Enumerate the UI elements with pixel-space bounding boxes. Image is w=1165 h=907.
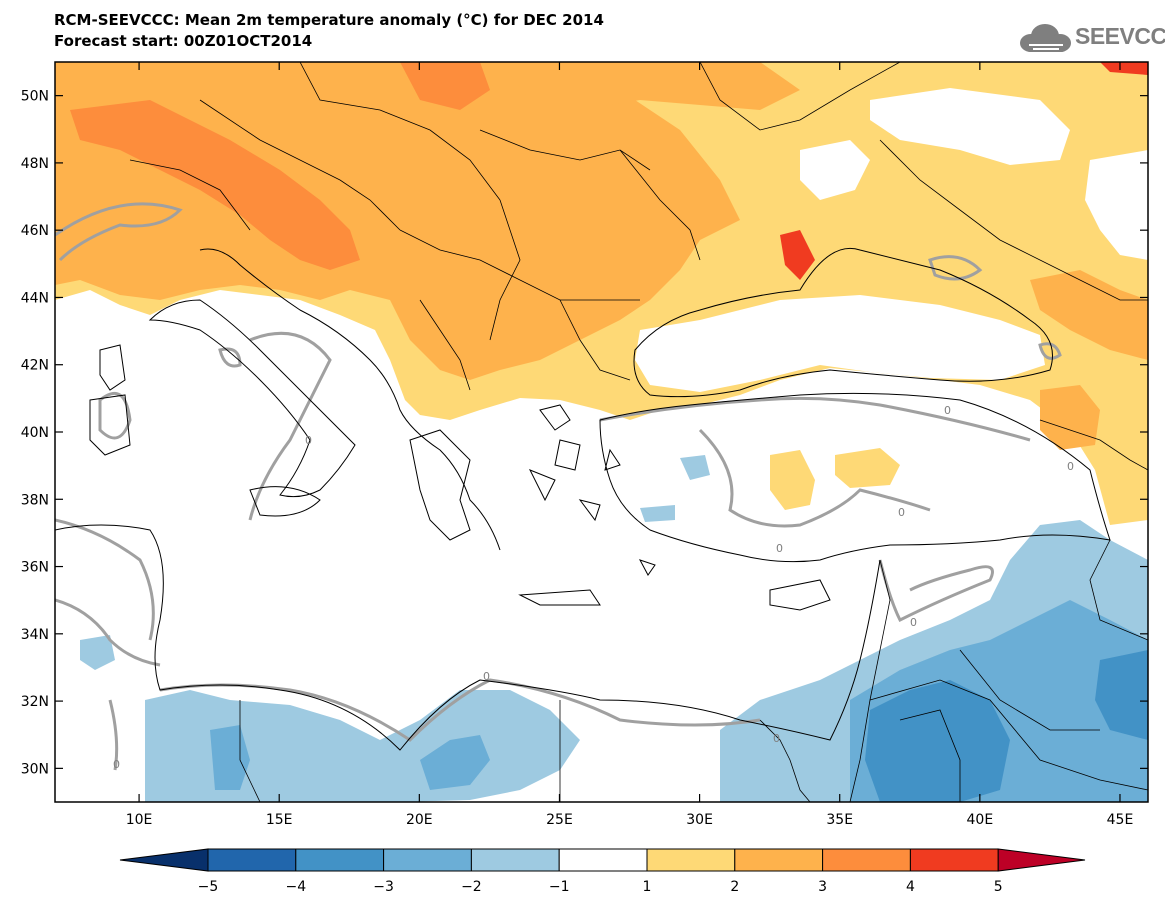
cold-region-libya-3	[420, 735, 490, 790]
neutral-russia	[1085, 150, 1148, 260]
colorbar-box	[734, 848, 824, 872]
cold-patch-aegean	[640, 505, 675, 522]
colorbar-box	[558, 848, 648, 872]
colorbar: −5 −4 −3 −2 −1 1 2 3 4 5	[119, 848, 1086, 895]
title-line-1: RCM-SEEVCCC: Mean 2m temperature anomaly…	[54, 11, 604, 29]
colorbar-label: −3	[373, 879, 394, 895]
map-title: RCM-SEEVCCC: Mean 2m temperature anomaly…	[54, 10, 604, 52]
contour-label: 0	[776, 542, 783, 555]
colorbar-label: −2	[461, 879, 482, 895]
warm-patch-turkey-1	[770, 450, 815, 510]
lon-tick-label: 10E	[126, 812, 153, 828]
lat-tick-label: 50N	[21, 89, 49, 105]
lat-tick-label: 38N	[21, 492, 49, 508]
contour-label: 0	[944, 404, 951, 417]
neutral-black-sea	[635, 295, 1045, 392]
colorbar-high-arrow	[997, 848, 1086, 872]
colorbar-box	[909, 848, 999, 872]
warm-region-russia	[1030, 270, 1148, 360]
cold-region-core	[865, 680, 1010, 802]
longitude-axis: 10E 15E 20E 25E 30E 35E 40E 45E	[126, 62, 1134, 828]
colorbar-label: −5	[198, 879, 219, 895]
contour-label: 0	[305, 434, 312, 447]
lat-tick-label: 36N	[21, 560, 49, 576]
neutral-ukraine-2	[800, 140, 870, 200]
lon-tick-label: 40E	[967, 812, 994, 828]
contour-label: 0	[773, 732, 780, 745]
cold-patch-turkey	[680, 455, 710, 480]
logo-text: SEEVCCC	[1075, 23, 1165, 49]
seevccc-logo: SEEVCCC	[1017, 22, 1165, 56]
contour-label: 0	[910, 616, 917, 629]
colorbar-label: 3	[818, 879, 827, 895]
contour-label: 0	[113, 758, 120, 771]
coastlines	[55, 247, 1111, 751]
colorbar-box	[207, 848, 297, 872]
lat-tick-label: 34N	[21, 627, 49, 643]
colorbar-low-arrow	[119, 848, 209, 872]
lat-tick-label: 40N	[21, 425, 49, 441]
lat-tick-label: 32N	[21, 694, 49, 710]
lat-tick-label: 42N	[21, 358, 49, 374]
contour-label: 0	[1067, 460, 1074, 473]
lon-tick-label: 20E	[406, 812, 433, 828]
colorbar-box	[822, 848, 911, 872]
zero-contours	[55, 202, 1062, 771]
colorbar-label: 1	[643, 879, 652, 895]
colorbar-box	[383, 848, 472, 872]
warm-region-north	[500, 62, 800, 110]
lon-tick-label: 30E	[686, 812, 713, 828]
title-line-2: Forecast start: 00Z01OCT2014	[54, 32, 313, 50]
anomaly-field	[55, 62, 1148, 802]
contour-labels: 0 0 0 0 0 0 0 0 0	[113, 404, 1074, 771]
lat-tick-label: 48N	[21, 156, 49, 172]
colorbar-box	[470, 848, 560, 872]
lon-tick-label: 35E	[826, 812, 853, 828]
lat-tick-label: 30N	[21, 761, 49, 777]
hot-region-alps	[70, 100, 360, 270]
colorbar-box	[646, 848, 736, 872]
colorbar-label: 2	[730, 879, 739, 895]
neutral-ukraine	[870, 88, 1070, 165]
lat-tick-label: 44N	[21, 290, 49, 306]
hot-region-crimea	[780, 230, 815, 280]
contour-label: 0	[483, 670, 490, 683]
hot-region-ne	[1100, 62, 1148, 75]
contour-label: 0	[898, 506, 905, 519]
colorbar-label: 5	[994, 879, 1003, 895]
colorbar-label: −1	[549, 879, 570, 895]
hot-region-north	[400, 62, 490, 110]
colorbar-label: −4	[285, 879, 306, 895]
country-borders	[129, 62, 1148, 802]
cold-region-iraq	[1095, 650, 1148, 740]
colorbar-box	[295, 848, 385, 872]
colorbar-label: 4	[906, 879, 915, 895]
lon-tick-label: 45E	[1107, 812, 1134, 828]
lat-tick-label: 46N	[21, 223, 49, 239]
cloud-icon	[1020, 24, 1071, 52]
lon-tick-label: 15E	[266, 812, 293, 828]
warm-region-caucasus	[1040, 385, 1100, 450]
cold-patch-tunisia	[80, 635, 115, 670]
lon-tick-label: 25E	[546, 812, 573, 828]
latitude-axis: 50N 48N 46N 44N 42N 40N 38N 36N 34N 32N 30N	[21, 89, 1148, 777]
warm-patch-turkey-2	[835, 448, 900, 488]
